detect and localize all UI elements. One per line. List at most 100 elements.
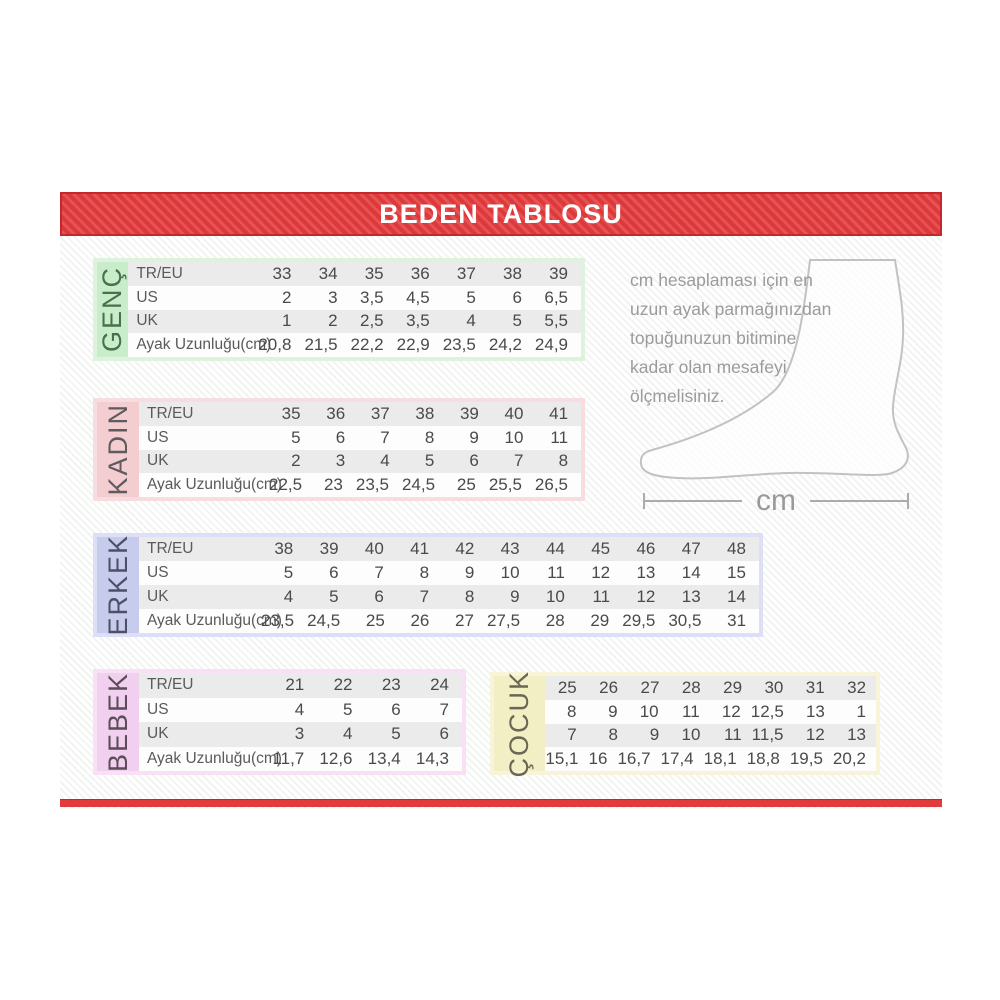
bebek-label-band: BEBEK xyxy=(97,671,139,773)
measure-cap-right xyxy=(907,493,909,509)
size-value: 4,5 xyxy=(406,287,430,307)
size-value: 9 xyxy=(510,587,520,606)
genc-label-band: GENÇ xyxy=(97,262,129,357)
size-value: 33 xyxy=(272,263,292,283)
size-value: 25,5 xyxy=(488,475,522,495)
kadin-label: KADIN xyxy=(102,403,133,496)
table-row: US 2 3 3,5 4,5 5 6 6,5 xyxy=(128,285,581,310)
size-value: 40 xyxy=(364,539,384,558)
size-value: 22,2 xyxy=(350,335,384,355)
size-value: 7 xyxy=(419,587,430,606)
size-value: 6 xyxy=(391,699,401,719)
size-value: 41 xyxy=(549,403,569,423)
size-value: 24,5 xyxy=(307,611,341,630)
size-value: 37 xyxy=(370,403,390,423)
size-value: 1 xyxy=(281,311,292,331)
measurement-instruction: cm hesaplaması için en uzun ayak parmağın… xyxy=(630,266,831,411)
size-value: 1 xyxy=(856,701,866,721)
content-area: BEDEN TABLOSU GENÇ TR/EU 33 34 35 36 37 38 39 US… xyxy=(60,192,942,808)
size-value: 9 xyxy=(469,427,479,447)
size-value: 31 xyxy=(727,611,747,630)
size-value: 8 xyxy=(608,725,618,745)
size-value: 9 xyxy=(608,701,618,721)
size-value: 10 xyxy=(681,725,701,745)
size-value: 34 xyxy=(318,263,338,283)
size-value: 30,5 xyxy=(668,611,702,630)
size-value: 21,5 xyxy=(304,335,338,355)
table-row: Ayak Uzunluğu(cm) 20,8 21,5 22,2 22,9 23,5 24,… xyxy=(128,333,581,357)
size-value: 24,9 xyxy=(534,335,568,355)
size-value: 39 xyxy=(549,263,568,283)
row-header: Ayak Uzunluğu(cm) xyxy=(136,336,272,354)
size-value: 12 xyxy=(591,563,611,582)
size-value: 8 xyxy=(558,451,569,471)
size-value: 26 xyxy=(410,611,430,630)
size-table-genc: GENÇ TR/EU 33 34 35 36 37 38 39 US 2 3 3,5 4,5 5 6 6,5 U… xyxy=(93,258,585,361)
size-value: 15,1 xyxy=(545,749,579,769)
cocuk-label-band: ÇOCUK xyxy=(494,670,546,777)
size-value: 5,5 xyxy=(544,311,568,331)
size-value: 38 xyxy=(415,403,435,423)
size-value: 12 xyxy=(805,725,825,745)
row-header: US xyxy=(147,700,169,718)
bebek-rows: TR/EU 21 22 23 24 US 4 5 6 7 UK 3 4 5 6 Ayak Uzunluğu(c… xyxy=(139,673,462,771)
genc-label: GENÇ xyxy=(97,266,128,353)
size-value: 23,5 xyxy=(355,475,389,495)
size-value: 28 xyxy=(681,677,701,697)
instruction-line: uzun ayak parmağınızdan xyxy=(630,299,832,319)
size-value: 37 xyxy=(456,263,476,283)
size-value: 13 xyxy=(681,587,701,606)
size-value: 6 xyxy=(512,287,522,307)
size-value: 29,5 xyxy=(622,611,656,630)
size-value: 6,5 xyxy=(544,287,568,307)
row-header: US xyxy=(136,288,158,306)
size-value: 9 xyxy=(649,725,660,745)
table-row: UK 1 2 2,5 3,5 4 5 5,5 xyxy=(128,309,581,334)
size-value: 11 xyxy=(550,427,569,447)
size-value: 5 xyxy=(291,427,301,447)
size-value: 7 xyxy=(439,699,449,719)
size-value: 24 xyxy=(430,675,449,695)
size-value: 19,5 xyxy=(789,749,823,769)
size-value: 30 xyxy=(764,677,784,697)
table-row: UK 4 5 6 7 8 9 10 11 12 13 14 xyxy=(139,585,759,609)
size-value: 40 xyxy=(504,403,524,423)
size-value: 16,7 xyxy=(617,749,651,769)
size-value: 3 xyxy=(328,287,338,307)
size-value: 25 xyxy=(456,475,476,495)
size-value: 42 xyxy=(455,539,475,558)
size-value: 7 xyxy=(380,427,390,447)
size-value: 47 xyxy=(681,539,701,558)
size-value: 36 xyxy=(326,403,346,423)
table-row: Ayak Uzunluğu(cm) 23,5 24,5 25 26 27 27,5 28 29 2… xyxy=(139,609,759,633)
row-header: UK xyxy=(147,725,169,743)
size-value: 4 xyxy=(466,311,476,331)
size-value: 45 xyxy=(591,539,611,558)
instruction-line: cm hesaplaması için en xyxy=(630,270,813,290)
bebek-label: BEBEK xyxy=(102,671,133,773)
size-value: 10 xyxy=(639,701,659,721)
size-value: 6 xyxy=(335,427,346,447)
size-value: 11,7 xyxy=(272,748,305,768)
size-value: 14,3 xyxy=(415,748,449,768)
size-value: 22,9 xyxy=(396,335,430,355)
title-banner: BEDEN TABLOSU xyxy=(60,192,942,236)
size-value: 18,8 xyxy=(746,749,780,769)
table-row: UK 2 3 4 5 6 7 8 xyxy=(139,449,581,474)
size-table-kadin: KADIN TR/EU 35 36 37 38 39 40 41 US 5 6 7 8 9 10 11 UK 2 3… xyxy=(93,398,585,501)
erkek-label: ERKEK xyxy=(102,534,133,636)
size-value: 13,4 xyxy=(367,748,401,768)
cocuk-rows: 25 26 27 28 29 30 31 32 8 9 10 11 12 12,5 13 1 7 8 9 10 11 11… xyxy=(545,676,876,771)
size-value: 13 xyxy=(847,725,866,745)
row-header: UK xyxy=(147,588,169,605)
size-value: 6 xyxy=(329,563,339,582)
table-row: TR/EU 33 34 35 36 37 38 39 xyxy=(128,262,581,286)
size-value: 23 xyxy=(381,675,401,695)
size-value: 48 xyxy=(727,539,746,558)
size-value: 4 xyxy=(283,587,294,606)
row-header: TR/EU xyxy=(147,540,194,557)
size-value: 8 xyxy=(419,563,430,582)
size-value: 39 xyxy=(459,403,479,423)
size-table-erkek: ERKEK TR/EU 38 39 40 41 42 43 44 45 46 47 48 US 5 6 7 8 9… xyxy=(93,533,763,637)
